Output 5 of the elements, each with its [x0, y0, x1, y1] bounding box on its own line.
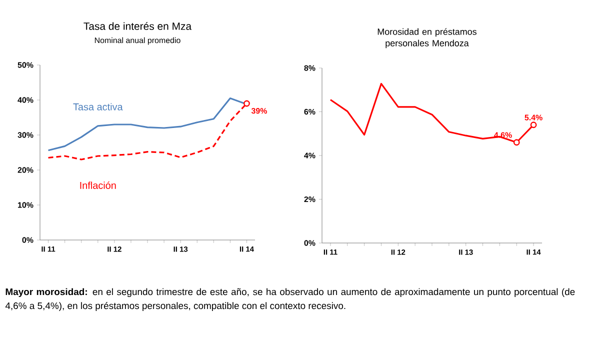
chart-title: Tasa de interés en Mza: [84, 22, 192, 30]
text: Mayor morosidad: en el segundo trimestre de este año, se ha observado un aumento de aproximadamente un punto porcentual (de 4,6% a 5,4%), en los préstamos personales, compatible con el contexto recesivo.: [5, 288, 575, 311]
text: Inflación: [80, 182, 116, 189]
series-label: Tasa activa: [73, 103, 123, 110]
chart-title: Morosidad en préstamos personales Mendoza: [378, 28, 476, 48]
